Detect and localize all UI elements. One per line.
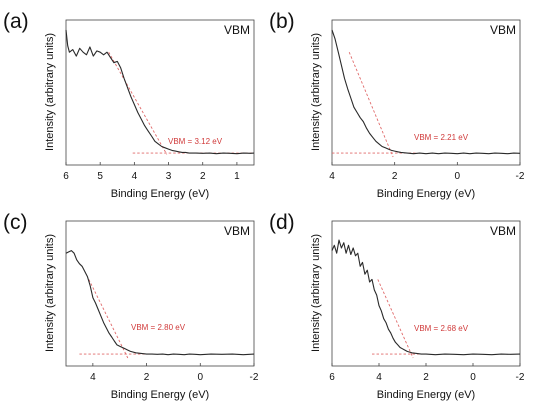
plot-frame-c <box>65 220 255 367</box>
vbm-annotation-b: VBM = 2.21 eV <box>414 133 469 142</box>
plot-frame-a <box>65 19 255 166</box>
panel-d: (d) VBM 6 4 2 0 -2 VBM = 2.68 eV Binding Ene… <box>266 201 532 402</box>
chart-svg-b: (b) VBM 4 2 0 -2 VBM = 2.21 eV Binding Ener… <box>269 10 525 200</box>
x-tick-label-a-4: 2 <box>200 171 206 182</box>
x-tick-label-a-2: 4 <box>132 171 138 182</box>
x-tick-label-a-0: 6 <box>63 171 69 182</box>
x-axis-title-d: Binding Energy (eV) <box>377 389 475 401</box>
x-tick-label-d-4: -2 <box>516 372 525 383</box>
x-tick-label-d-0: 6 <box>329 372 335 383</box>
panel-label-c: (c) <box>3 211 28 234</box>
panel-label-d: (d) <box>269 211 295 234</box>
x-tick-label-b-0: 4 <box>329 171 335 182</box>
x-tick-label-a-5: 1 <box>234 171 240 182</box>
x-tick-label-c-2: 0 <box>198 372 204 383</box>
x-axis-title-b: Binding Energy (eV) <box>377 188 475 200</box>
spectrum-line-a-0 <box>65 29 255 155</box>
y-axis-title-a: Intensity (arbitrary units) <box>44 33 56 151</box>
fit-line-d-0 <box>377 279 414 359</box>
fit-line-b-0 <box>348 52 394 158</box>
x-tick-label-c-3: -2 <box>250 372 259 383</box>
spectrum-line-c-0 <box>65 250 255 356</box>
y-axis-title-c: Intensity (arbitrary units) <box>44 234 56 352</box>
plot-frame-b <box>331 19 521 166</box>
x-tick-label-d-2: 2 <box>423 372 429 383</box>
y-axis-title-d: Intensity (arbitrary units) <box>310 234 322 352</box>
x-tick-label-b-1: 2 <box>392 171 398 182</box>
vbm-corner-label-a: VBM <box>224 23 250 37</box>
vbm-corner-label-d: VBM <box>490 224 516 238</box>
x-tick-label-b-2: 0 <box>455 171 461 182</box>
panel-c: (c) VBM 4 2 0 -2 VBM = 2.80 eV Binding Ener… <box>0 201 266 402</box>
vbm-corner-label-c: VBM <box>224 224 250 238</box>
x-tick-label-c-1: 2 <box>144 372 150 383</box>
panel-label-b: (b) <box>269 10 295 33</box>
y-axis-title-b: Intensity (arbitrary units) <box>310 33 322 151</box>
x-tick-label-c-0: 4 <box>90 372 96 383</box>
x-tick-label-d-3: 0 <box>470 372 476 383</box>
chart-svg-a: (a) VBM 6 5 4 3 2 1 VBM = 3.12 eV Binding Ene… <box>3 10 255 200</box>
x-axis-title-c: Binding Energy (eV) <box>111 389 209 401</box>
chart-svg-c: (c) VBM 4 2 0 -2 VBM = 2.80 eV Binding Ener… <box>3 211 259 401</box>
fit-line-c-0 <box>88 279 129 359</box>
vbm-corner-label-b: VBM <box>490 23 516 37</box>
chart-svg-d: (d) VBM 6 4 2 0 -2 VBM = 2.68 eV Binding Ene… <box>269 211 525 401</box>
panel-label-a: (a) <box>3 10 29 33</box>
x-tick-label-a-1: 5 <box>97 171 103 182</box>
panel-b: (b) VBM 4 2 0 -2 VBM = 2.21 eV Binding Ener… <box>266 0 532 201</box>
fit-line-a-0 <box>108 51 168 155</box>
x-tick-label-d-1: 4 <box>376 372 382 383</box>
spectrum-line-b-0 <box>331 29 521 155</box>
x-tick-label-a-3: 3 <box>166 171 172 182</box>
x-tick-label-b-3: -2 <box>516 171 525 182</box>
vbm-annotation-c: VBM = 2.80 eV <box>131 323 186 332</box>
x-axis-title-a: Binding Energy (eV) <box>111 188 209 200</box>
vbm-annotation-d: VBM = 2.68 eV <box>414 324 469 333</box>
vbm-annotation-a: VBM = 3.12 eV <box>168 137 223 146</box>
plot-frame-d <box>331 220 521 367</box>
spectrum-line-d-0 <box>331 239 521 356</box>
panel-a: (a) VBM 6 5 4 3 2 1 VBM = 3.12 eV Binding Ene… <box>0 0 266 201</box>
